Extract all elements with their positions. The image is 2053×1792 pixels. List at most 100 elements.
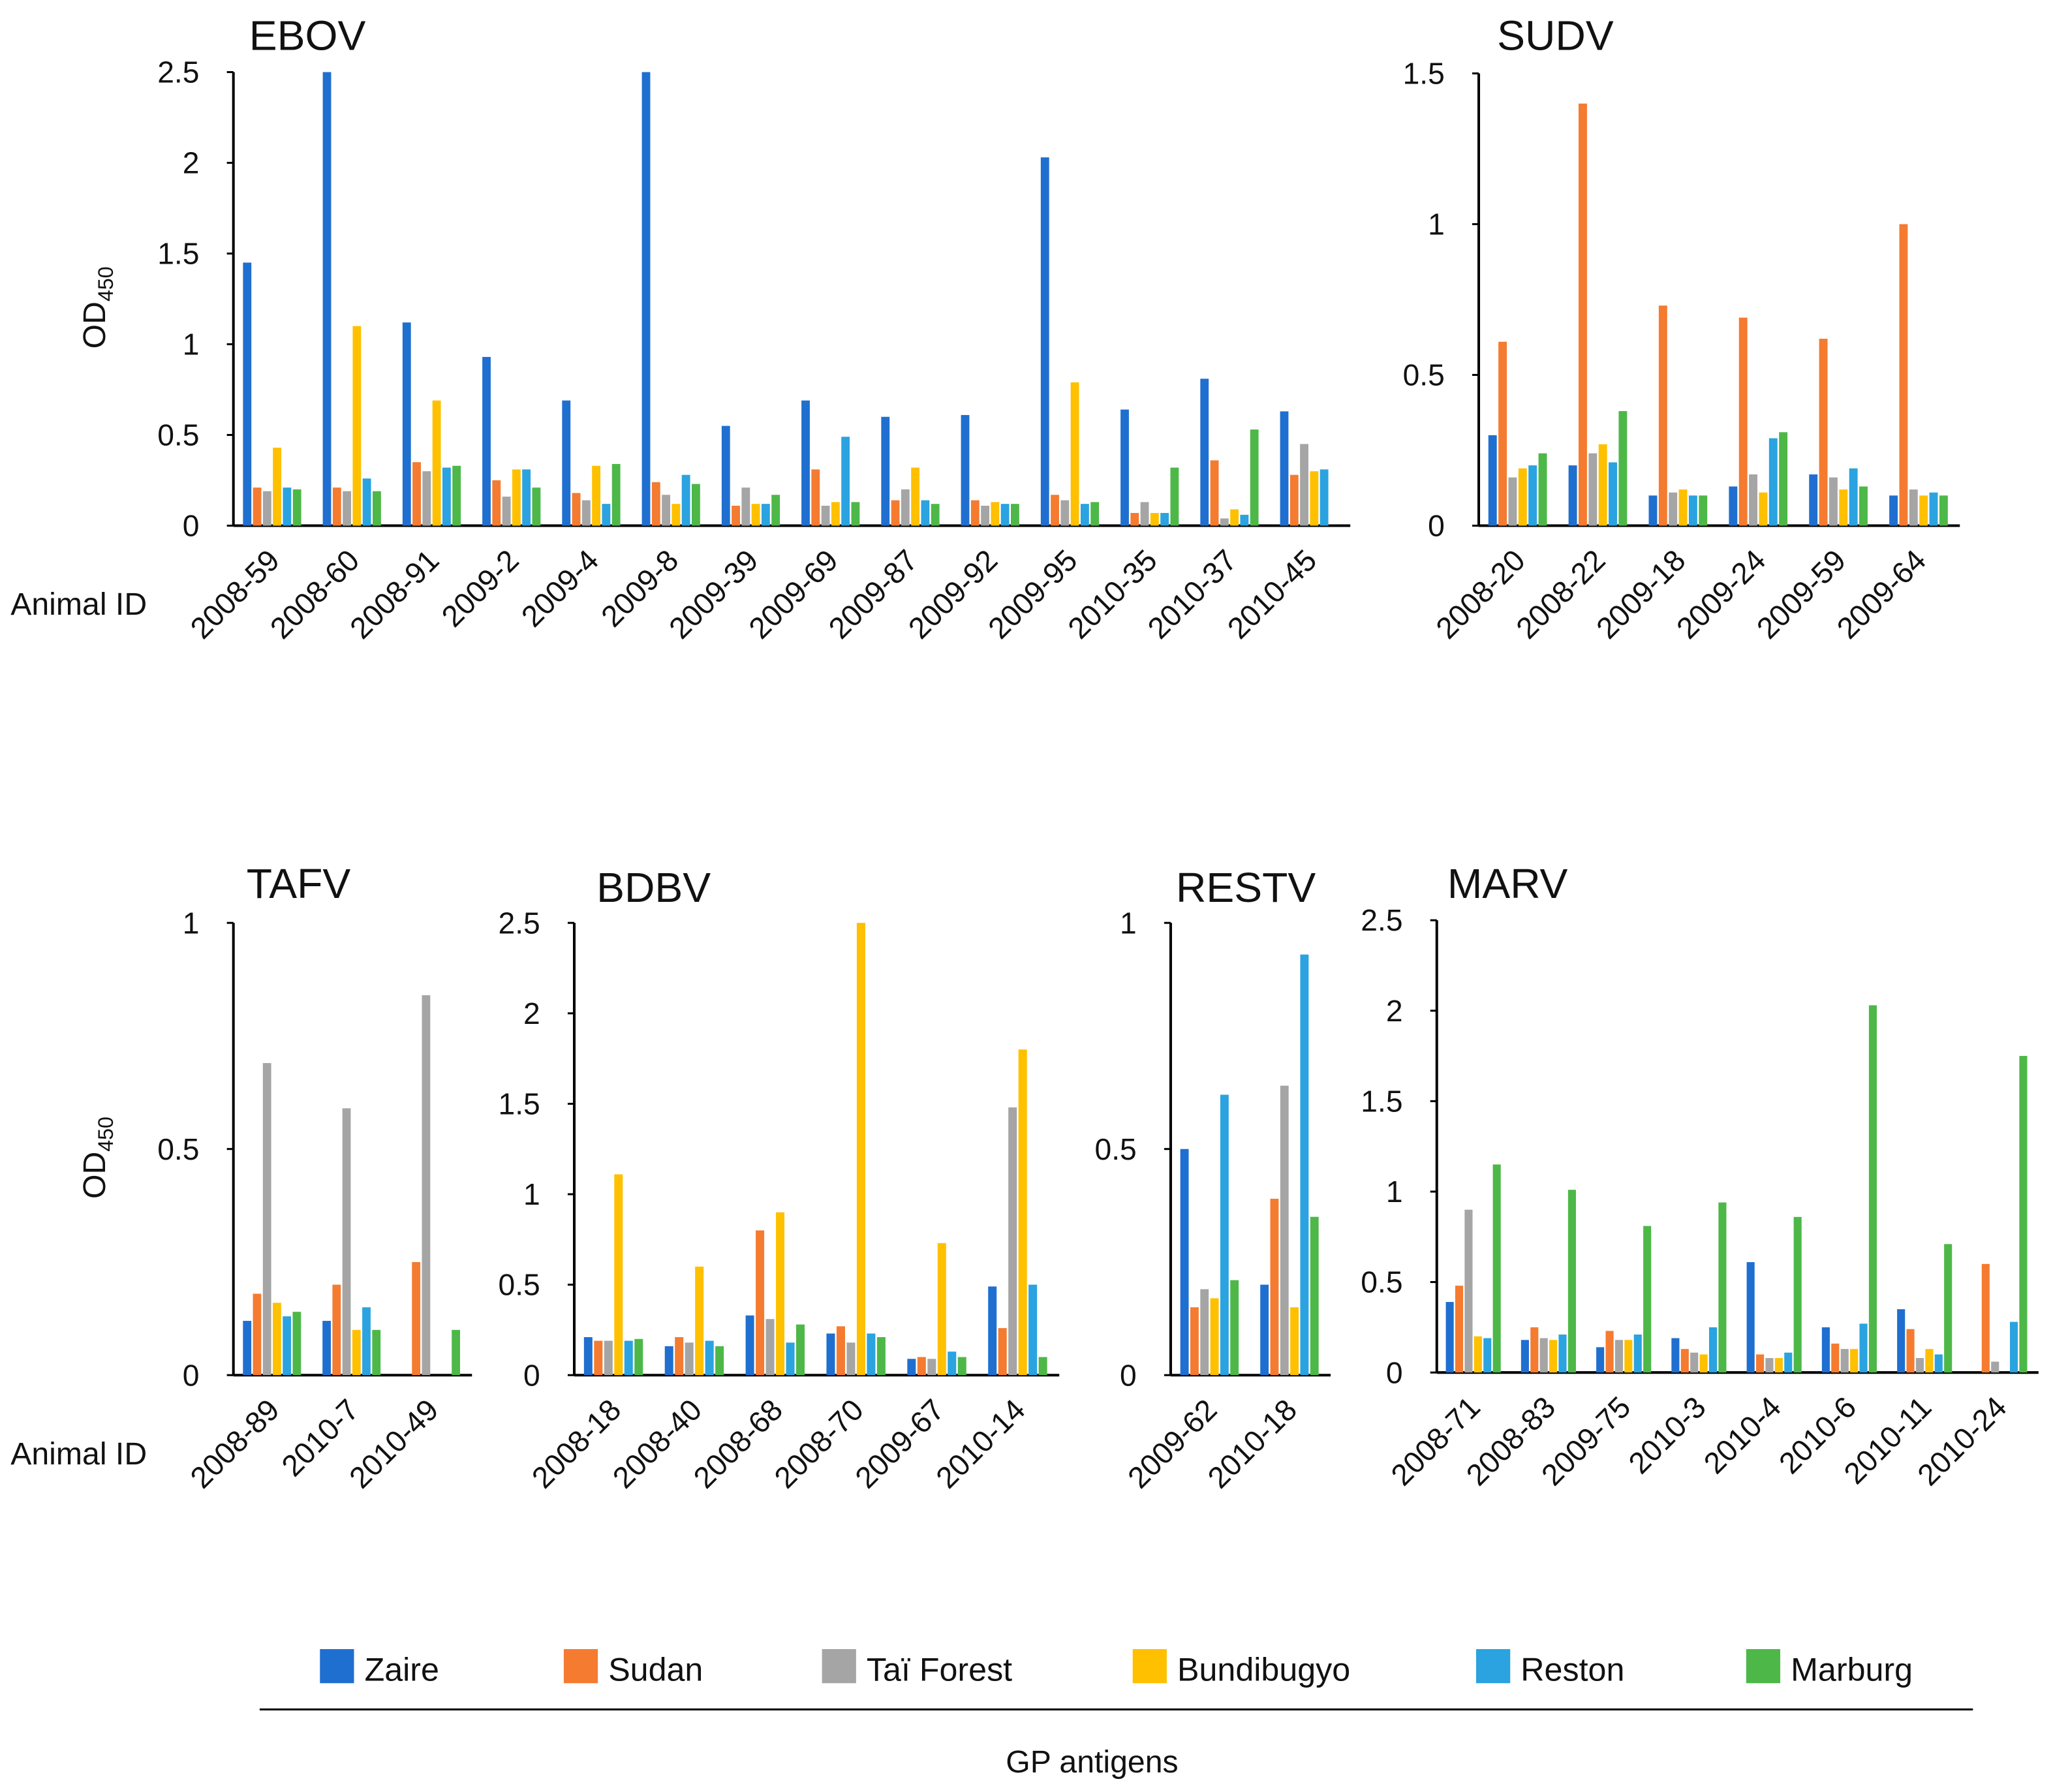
bar-ta-forest <box>262 1063 271 1376</box>
bar-reston <box>1768 438 1778 526</box>
bar-ta-forest <box>1008 1107 1017 1376</box>
bar-bundibugyo <box>911 467 920 526</box>
bar-bundibugyo <box>1850 1349 1859 1373</box>
bar-sudan <box>492 480 501 526</box>
bar-reston <box>283 1316 292 1376</box>
legend-label: Taï Forest <box>867 1651 1012 1688</box>
legend-swatch <box>320 1649 354 1684</box>
bar-bundibugyo <box>1310 471 1319 526</box>
y-tick-label: 0 <box>523 1358 540 1392</box>
bar-ta-forest <box>901 489 910 526</box>
y-tick-label: 2.5 <box>157 55 199 89</box>
bar-reston <box>522 469 531 526</box>
bar-bundibugyo <box>1699 1354 1708 1373</box>
bar-zaire <box>1889 495 1898 526</box>
bar-marburg <box>931 504 940 526</box>
bar-marburg <box>957 1357 966 1376</box>
bar-ta-forest <box>821 505 830 526</box>
bar-reston <box>681 474 690 526</box>
bar-bundibugyo <box>1598 444 1607 526</box>
bar-zaire <box>1671 1338 1680 1373</box>
bar-sudan <box>917 1357 926 1376</box>
bar-bundibugyo <box>1925 1349 1934 1373</box>
bar-ta-forest <box>502 497 511 526</box>
bar-sudan <box>1051 495 1059 526</box>
bar-sudan <box>756 1230 765 1376</box>
bar-ta-forest <box>604 1340 613 1376</box>
bar-bundibugyo <box>352 1329 361 1376</box>
y-tick-label: 0 <box>183 1358 200 1392</box>
bar-ta-forest <box>662 495 670 526</box>
bar-reston <box>1300 954 1309 1376</box>
y-tick-label: 2.5 <box>499 906 540 940</box>
bar-marburg <box>1793 1216 1802 1373</box>
bar-marburg <box>452 465 461 526</box>
panel-sudv: SUDV 0 0.5 1 1.5 2008-202008-222009-182009-24… <box>1403 12 1960 645</box>
bar-sudan <box>1530 1327 1539 1373</box>
bar-ta-forest <box>1765 1358 1774 1373</box>
bar-sudan <box>970 500 980 526</box>
bar-zaire <box>1897 1309 1906 1373</box>
bar-sudan <box>253 487 262 526</box>
bar-sudan <box>1130 513 1139 526</box>
bar-reston <box>1000 504 1010 526</box>
panel-title: MARV <box>1447 860 1568 907</box>
bar-bundibugyo <box>991 502 1000 526</box>
bar-sudan <box>998 1328 1007 1376</box>
bar-ta-forest <box>685 1342 694 1376</box>
bar-reston <box>705 1340 714 1376</box>
bar-bundibugyo <box>1018 1049 1027 1376</box>
bar-reston <box>1528 465 1537 526</box>
y-tick-label: 1.5 <box>157 237 199 271</box>
y-tick-label: 0.5 <box>157 418 199 452</box>
x-tick-label: 2009-2 <box>435 543 525 633</box>
bar-reston <box>1784 1352 1793 1373</box>
x-tick-label: 2008-20 <box>1429 543 1532 645</box>
bar-marburg <box>1038 1357 1047 1376</box>
bar-sudan <box>1605 1331 1614 1373</box>
legend-label: Zaire <box>365 1651 439 1688</box>
x-tick-label: 2009-24 <box>1670 543 1772 645</box>
bar-zaire <box>243 1321 252 1376</box>
bar-sudan <box>1289 474 1299 526</box>
bar-ta-forest <box>741 487 750 526</box>
y-label-sub: 450 <box>94 266 117 301</box>
bar-marburg <box>373 491 381 526</box>
bar-sudan <box>675 1336 684 1376</box>
x-tick-label: 2008-59 <box>183 543 286 645</box>
y-tick-label: 0 <box>1428 509 1445 543</box>
bar-sudan <box>1658 305 1667 526</box>
x-tick-label: 2009-95 <box>981 543 1084 645</box>
bar-sudan <box>1755 1354 1765 1373</box>
bar-marburg <box>1230 1280 1239 1376</box>
bar-reston <box>1688 495 1697 526</box>
bar-marburg <box>532 487 541 526</box>
bar-zaire <box>1520 1340 1529 1373</box>
bar-marburg <box>1699 495 1708 526</box>
bar-sudan <box>1455 1286 1464 1373</box>
bar-zaire <box>664 1346 673 1376</box>
panel-marv: MARV00.511.522.52008-712008-832009-75201… <box>1361 860 2039 1492</box>
bar-zaire <box>1445 1302 1454 1373</box>
y-tick-label: 0.5 <box>1403 358 1445 392</box>
bar-marburg <box>1718 1202 1727 1373</box>
bar-reston <box>1080 504 1089 526</box>
x-tick-label: 2009-59 <box>1750 543 1853 645</box>
bar-ta-forest <box>927 1359 936 1376</box>
bar-marburg <box>876 1336 886 1376</box>
legend-label: Sudan <box>608 1651 703 1688</box>
bar-marburg <box>1944 1244 1953 1373</box>
x-tick-label: 2009-92 <box>902 543 1004 645</box>
bar-ta-forest <box>262 491 271 526</box>
bar-reston <box>602 504 611 526</box>
bar-bundibugyo <box>1774 1358 1783 1373</box>
y-tick-label: 1 <box>1386 1175 1403 1209</box>
y-tick-label: 2.5 <box>1361 903 1402 937</box>
bar-reston <box>786 1342 795 1376</box>
y-tick-label: 1 <box>183 328 200 362</box>
legend-label: Reston <box>1520 1651 1624 1688</box>
bar-reston <box>2009 1321 2018 1373</box>
legend-title: GP antigens <box>1006 1744 1178 1780</box>
bar-reston <box>1160 513 1169 526</box>
bar-marburg <box>2019 1056 2028 1373</box>
